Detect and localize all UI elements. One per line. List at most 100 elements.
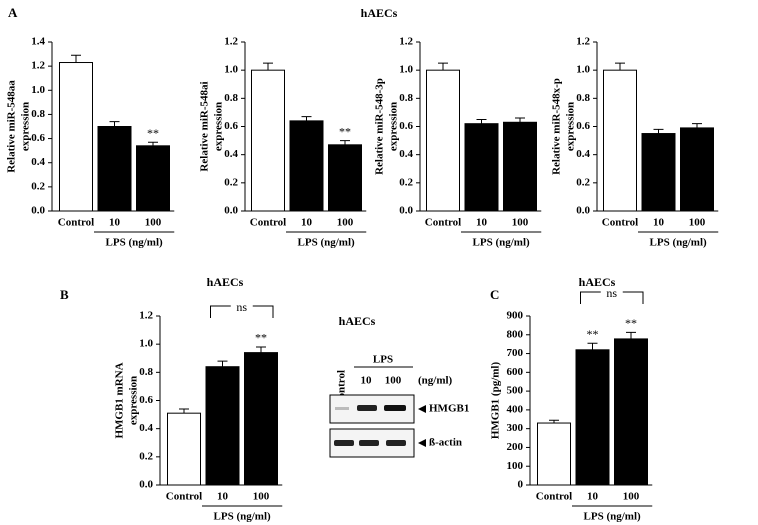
y-tick-label: 1.0	[399, 64, 413, 76]
y-tick-label: 0.8	[399, 92, 413, 104]
panel-title: hAECs	[207, 275, 244, 289]
bar	[426, 69, 460, 212]
error-bar	[179, 408, 189, 414]
bar	[244, 352, 278, 486]
x-tick-label: Control	[58, 217, 94, 229]
y-tick-label: 500	[507, 385, 524, 397]
error-bar	[217, 360, 228, 367]
y-tick-label: 100	[507, 460, 524, 472]
band	[384, 405, 406, 411]
y-tick-label: 0.2	[31, 180, 45, 192]
y-tick-label: 0.4	[139, 422, 153, 434]
y-tick-label: 0.0	[399, 205, 413, 217]
y-axis-label: expression	[128, 376, 140, 425]
bracket-label: ns	[236, 300, 247, 314]
y-axis-label: Relative miR-548aa	[6, 80, 18, 173]
y-axis-label: expression	[20, 102, 32, 151]
bar	[603, 69, 637, 212]
y-axis-label: Relative miR-548x-p	[551, 78, 563, 175]
error-bar	[615, 62, 625, 71]
group-label: LPS (ng/ml)	[298, 237, 355, 249]
error-bar	[587, 342, 598, 350]
significance: **	[339, 124, 351, 138]
x-tick-label: Control	[425, 217, 461, 229]
y-tick-label: 1.0	[224, 64, 238, 76]
x-tick-label: 10	[653, 217, 665, 229]
y-tick-label: 0.4	[31, 156, 45, 168]
bar	[641, 133, 676, 212]
error-bar	[256, 346, 266, 353]
arrow	[418, 405, 426, 413]
error-bar	[263, 62, 273, 71]
blot-title: hAECs	[339, 314, 376, 328]
error-bar	[515, 117, 525, 123]
bar	[136, 145, 170, 212]
error-bar	[109, 121, 120, 127]
y-tick-label: 1.2	[399, 36, 413, 48]
bar	[614, 338, 648, 486]
band	[386, 440, 406, 446]
y-tick-label: 800	[507, 328, 524, 340]
error-bar	[653, 128, 664, 134]
y-tick-label: 0.0	[224, 205, 238, 217]
error-bar	[549, 419, 559, 424]
band-label: ß-actin	[429, 437, 462, 449]
y-tick-label: 0.8	[576, 92, 590, 104]
bar	[59, 62, 93, 212]
bracket	[580, 291, 644, 304]
y-tick-label: 1.2	[139, 310, 153, 322]
panel-title: hAECs	[579, 275, 616, 289]
y-tick-label: 1.4	[31, 36, 45, 48]
y-tick-label: 1.0	[139, 338, 153, 350]
y-tick-label: 0.0	[576, 205, 590, 217]
bar	[205, 366, 240, 486]
y-axis-label: Relative miR-548ai	[199, 81, 211, 171]
bar	[575, 349, 610, 486]
y-tick-label: 0.4	[224, 148, 238, 160]
x-tick-label: 10	[301, 217, 313, 229]
x-tick-label: 10	[587, 491, 599, 503]
y-axis-label: HMGB1 (pg/ml)	[490, 362, 502, 440]
western-blot: hAECs LPS Control 10 100 (ng/ml) HMGB1 ß…	[329, 314, 469, 458]
y-tick-label: 300	[507, 422, 524, 434]
y-tick-label: 0.8	[31, 108, 45, 120]
blot-group-label: LPS	[373, 354, 393, 366]
y-tick-label: 0.6	[576, 120, 590, 132]
y-axis-label: expression	[565, 102, 577, 151]
y-tick-label: 0.6	[224, 120, 238, 132]
group-label: LPS (ng/ml)	[473, 237, 530, 249]
x-tick-label: 100	[145, 217, 162, 229]
x-tick-label: 10	[476, 217, 488, 229]
band-label: HMGB1	[429, 403, 469, 415]
y-axis-label: Relative miR-548-3p	[374, 78, 386, 175]
y-tick-label: 0.4	[576, 148, 590, 160]
y-axis-label: expression	[388, 102, 400, 151]
y-tick-label: 1.2	[224, 36, 238, 48]
y-tick-label: 0.0	[31, 205, 45, 217]
y-tick-label: 600	[507, 366, 524, 378]
y-tick-label: 0.2	[224, 176, 238, 188]
y-tick-label: 0.6	[139, 394, 153, 406]
band	[359, 440, 379, 446]
y-tick-label: 1.0	[576, 64, 590, 76]
panel-label: A	[8, 5, 18, 20]
blot-lane-label: 10	[361, 375, 373, 387]
x-tick-label: Control	[166, 491, 202, 503]
bracket	[210, 305, 274, 318]
x-tick-label: 100	[253, 491, 270, 503]
group-label: LPS (ng/ml)	[214, 511, 271, 523]
y-tick-label: 0.2	[399, 176, 413, 188]
y-axis-label: HMGB1 mRNA	[114, 362, 126, 438]
x-tick-label: 10	[109, 217, 121, 229]
bar	[97, 126, 132, 212]
bar	[503, 121, 537, 212]
y-axis-label: expression	[213, 102, 225, 151]
significance: **	[625, 316, 637, 330]
blot-lane-label: 100	[385, 375, 402, 387]
y-tick-label: 1.2	[576, 36, 590, 48]
y-tick-label: 700	[507, 347, 524, 359]
panel-label: B	[60, 287, 69, 302]
y-tick-label: 0.0	[139, 479, 153, 491]
bar	[464, 123, 499, 212]
